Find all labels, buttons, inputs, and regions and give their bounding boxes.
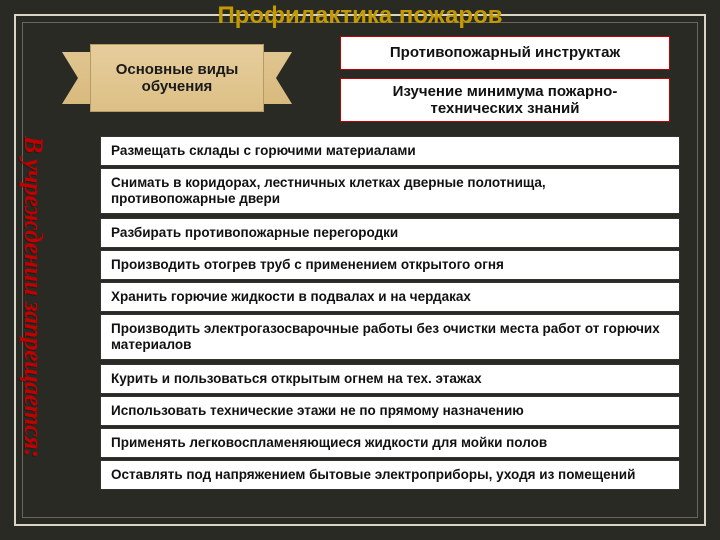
training-box-1: Противопожарный инструктаж xyxy=(340,36,670,70)
list-item: Производить электрогазосварочные работы … xyxy=(100,314,680,360)
ribbon: Основные виды обучения xyxy=(72,44,282,112)
list-item: Производить отогрев труб с применением о… xyxy=(100,250,680,280)
vertical-caption: В учреждении запрещается: xyxy=(0,136,48,516)
list-item: Снимать в коридорах, лестничных клетках … xyxy=(100,168,680,214)
slide: Профилактика пожаров Основные виды обуче… xyxy=(0,0,720,540)
list-item: Размещать склады с горючими материалами xyxy=(100,136,680,166)
ribbon-label: Основные виды обучения xyxy=(90,44,264,112)
list-item: Разбирать противопожарные перегородки xyxy=(100,218,680,248)
training-box-2: Изучение минимума пожарно-технических зн… xyxy=(340,78,670,122)
list-item: Хранить горючие жидкости в подвалах и на… xyxy=(100,282,680,312)
list-item: Оставлять под напряжением бытовые электр… xyxy=(100,460,680,490)
list-item: Применять легковоспламеняющиеся жидкости… xyxy=(100,428,680,458)
list-item: Курить и пользоваться открытым огнем на … xyxy=(100,364,680,394)
slide-title: Профилактика пожаров xyxy=(0,2,720,30)
list-item: Использовать технические этажи не по пря… xyxy=(100,396,680,426)
